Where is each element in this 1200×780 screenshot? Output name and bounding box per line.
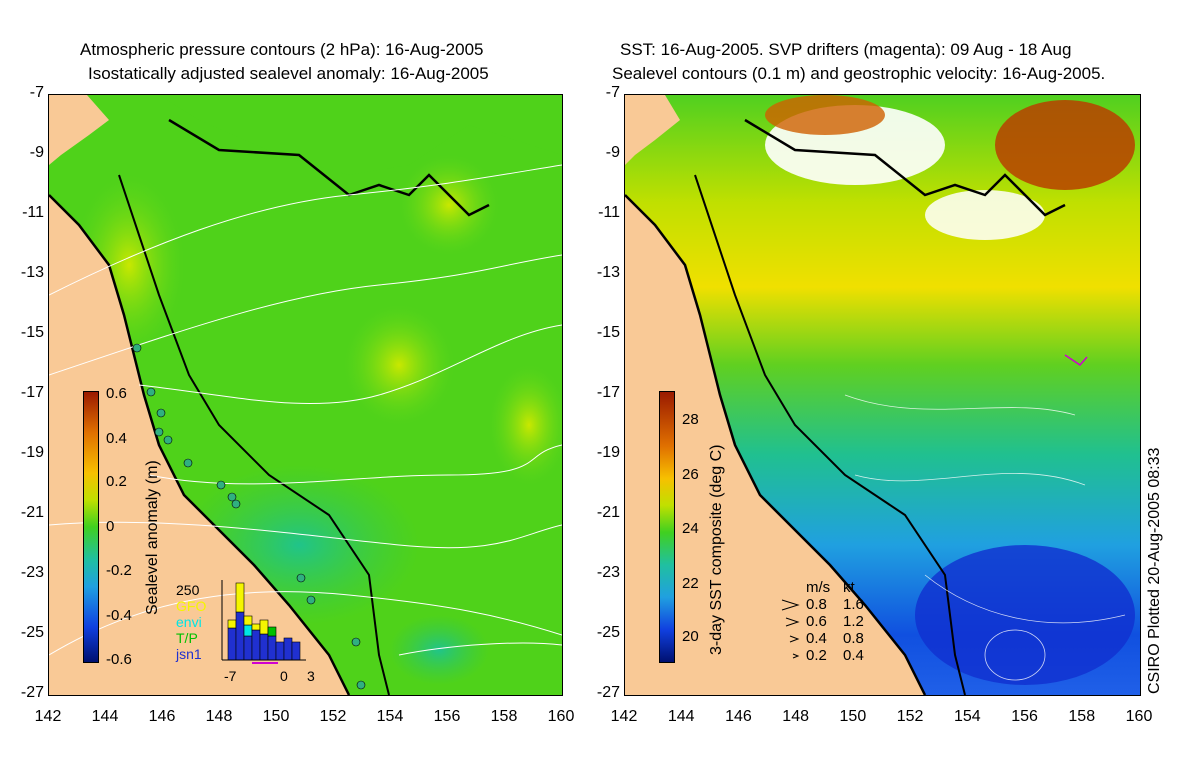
x-axis-tick: 152 xyxy=(896,708,924,725)
velocity-key-header-kt: kt xyxy=(843,579,855,596)
x-axis-tick: 142 xyxy=(610,708,638,725)
velocity-key-ms: 0.6 xyxy=(806,613,827,630)
y-axis-tick: -25 xyxy=(20,624,44,641)
y-axis-tick: -23 xyxy=(20,564,44,581)
x-axis-tick: 148 xyxy=(205,708,233,725)
y-axis-tick: -27 xyxy=(20,684,44,701)
velocity-key-kt: 0.8 xyxy=(843,630,864,647)
x-axis-tick: 156 xyxy=(433,708,461,725)
sst-map xyxy=(624,94,1141,696)
sealevel-anomaly-map xyxy=(48,94,563,696)
y-axis-tick: -23 xyxy=(596,564,620,581)
sealevel-colorbar-tick: 0 xyxy=(106,518,115,535)
y-axis-tick: -9 xyxy=(605,144,620,161)
sealevel-colorbar-tick: -0.6 xyxy=(106,651,132,668)
velocity-key-kt: 1.2 xyxy=(843,613,864,630)
right-title-line2: Sealevel contours (0.1 m) and geostrophi… xyxy=(612,64,1106,83)
sealevel-colorbar-tick: 0.4 xyxy=(106,430,127,447)
y-axis-tick: -21 xyxy=(20,504,44,521)
x-axis-tick: 150 xyxy=(839,708,867,725)
y-axis-tick: -25 xyxy=(596,624,620,641)
histogram-legend-envi: envi xyxy=(176,614,202,630)
sealevel-colorbar-label: Sealevel anomaly (m) xyxy=(144,460,161,615)
shelf-contour xyxy=(118,174,390,695)
sealevel-colorbar-tick: -0.4 xyxy=(106,607,132,624)
x-axis-tick: 150 xyxy=(262,708,290,725)
velocity-key-kt: 1.6 xyxy=(843,596,864,613)
x-axis-tick: 154 xyxy=(376,708,404,725)
y-axis-tick: -21 xyxy=(596,504,620,521)
velocity-key-ms: 0.2 xyxy=(806,647,827,664)
y-axis-tick: -11 xyxy=(22,204,44,221)
pressure-contours xyxy=(49,164,562,656)
sst-colorbar-tick: 20 xyxy=(682,628,699,645)
histogram-xtick: 0 xyxy=(280,668,288,684)
y-axis-tick: -27 xyxy=(596,684,620,701)
y-axis-tick: -15 xyxy=(596,324,620,341)
y-axis-tick: -13 xyxy=(596,264,620,281)
x-axis-tick: 148 xyxy=(782,708,809,725)
velocity-key-ms: 0.8 xyxy=(806,596,827,613)
svp-drifter-tracks xyxy=(1064,354,1088,366)
sealevel-colorbar-tick: 0.2 xyxy=(106,473,127,490)
velocity-key-arrows xyxy=(781,599,800,659)
y-axis-tick: -13 xyxy=(20,264,44,281)
plot-credit: CSIRO Plotted 20-Aug-2005 08:33 xyxy=(1146,447,1163,694)
right-title-line1: SST: 16-Aug-2005. SVP drifters (magenta)… xyxy=(620,40,1072,59)
histogram-xtick: -7 xyxy=(224,668,237,684)
sst-map-graphic xyxy=(625,95,1140,695)
histogram-legend-gfo: GFO xyxy=(176,598,207,614)
x-axis-tick: 152 xyxy=(319,708,347,725)
x-axis-tick: 146 xyxy=(148,708,176,725)
x-axis-tick: 158 xyxy=(490,708,518,725)
x-axis-tick: 144 xyxy=(91,708,119,725)
y-axis-tick: -17 xyxy=(20,384,44,401)
velocity-key-ms: 0.4 xyxy=(806,630,827,647)
histogram-count-label: 250 xyxy=(176,582,200,598)
velocity-key-kt: 0.4 xyxy=(843,647,864,664)
sealevel-map-graphic xyxy=(49,95,562,695)
sst-colorbar-tick: 28 xyxy=(682,411,699,428)
sst-colorbar-tick: 22 xyxy=(682,575,699,592)
x-axis-tick: 160 xyxy=(1125,708,1153,725)
x-axis-tick: 158 xyxy=(1068,708,1096,725)
x-axis-tick: 144 xyxy=(667,708,695,725)
velocity-key-header-ms: m/s xyxy=(806,579,831,596)
sst-colorbar-tick: 26 xyxy=(682,466,699,483)
x-axis-tick: 160 xyxy=(547,708,575,725)
histogram-chart xyxy=(221,580,306,664)
tide-gauge-markers xyxy=(132,343,366,690)
y-axis-tick: -17 xyxy=(596,384,620,401)
y-axis-tick: -7 xyxy=(605,84,620,101)
y-axis-tick: -11 xyxy=(598,204,620,221)
sealevel-colorbar-tick: 0.6 xyxy=(106,385,127,402)
sealevel-colorbar xyxy=(83,391,99,663)
sealevel-contours xyxy=(844,394,1126,681)
sst-colorbar-tick: 24 xyxy=(682,520,699,537)
sealevel-colorbar-tick: -0.2 xyxy=(106,562,132,579)
histogram-legend-tp: T/P xyxy=(176,630,198,646)
x-axis-tick: 142 xyxy=(34,708,62,725)
y-axis-tick: -19 xyxy=(596,444,620,461)
y-axis-tick: -9 xyxy=(29,144,44,161)
x-axis-tick: 156 xyxy=(1011,708,1038,725)
left-title-line1: Atmospheric pressure contours (2 hPa): 1… xyxy=(80,40,484,59)
sst-colorbar-label: 3-day SST composite (deg C) xyxy=(708,444,725,655)
land-png xyxy=(49,95,109,165)
y-axis-tick: -19 xyxy=(20,444,44,461)
x-axis-tick: 154 xyxy=(953,708,981,725)
x-axis-tick: 146 xyxy=(725,708,752,725)
histogram-xtick: 3 xyxy=(307,668,315,684)
histogram-legend-jsn1: jsn1 xyxy=(176,646,202,662)
left-title-line2: Isostatically adjusted sealevel anomaly:… xyxy=(88,64,489,83)
y-axis-tick: -15 xyxy=(20,324,44,341)
sst-colorbar xyxy=(659,391,675,663)
y-axis-tick: -7 xyxy=(29,84,44,101)
